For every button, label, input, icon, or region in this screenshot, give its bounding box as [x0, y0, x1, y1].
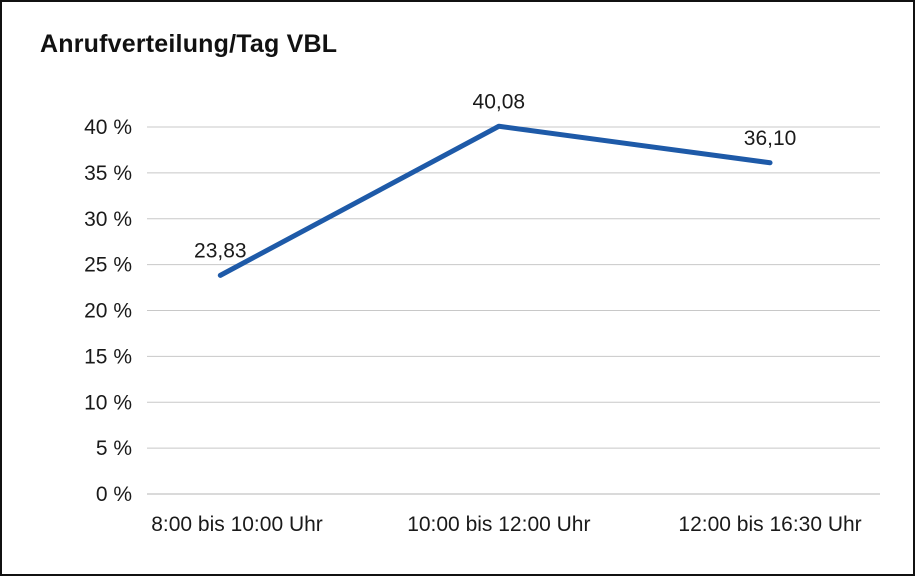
point-label: 40,08: [473, 90, 526, 113]
y-tick-label: 5 %: [96, 437, 132, 460]
y-tick-label: 0 %: [96, 483, 132, 506]
chart-title: Anrufverteilung/Tag VBL: [40, 30, 338, 58]
y-tick-label: 40 %: [84, 116, 132, 139]
point-label: 23,83: [194, 239, 247, 262]
x-axis-label: 12:00 bis 16:30 Uhr: [678, 513, 861, 536]
y-tick-label: 35 %: [84, 162, 132, 185]
y-tick-label: 20 %: [84, 300, 132, 323]
x-axis-label: 8:00 bis 10:00 Uhr: [151, 513, 323, 536]
point-label: 36,10: [744, 127, 797, 150]
x-axis-label: 10:00 bis 12:00 Uhr: [407, 513, 590, 536]
y-tick-label: 15 %: [84, 345, 132, 368]
data-line: [217, 123, 773, 278]
y-tick-label: 10 %: [84, 391, 132, 414]
y-tick-label: 25 %: [84, 254, 132, 277]
y-tick-label: 30 %: [84, 208, 132, 231]
